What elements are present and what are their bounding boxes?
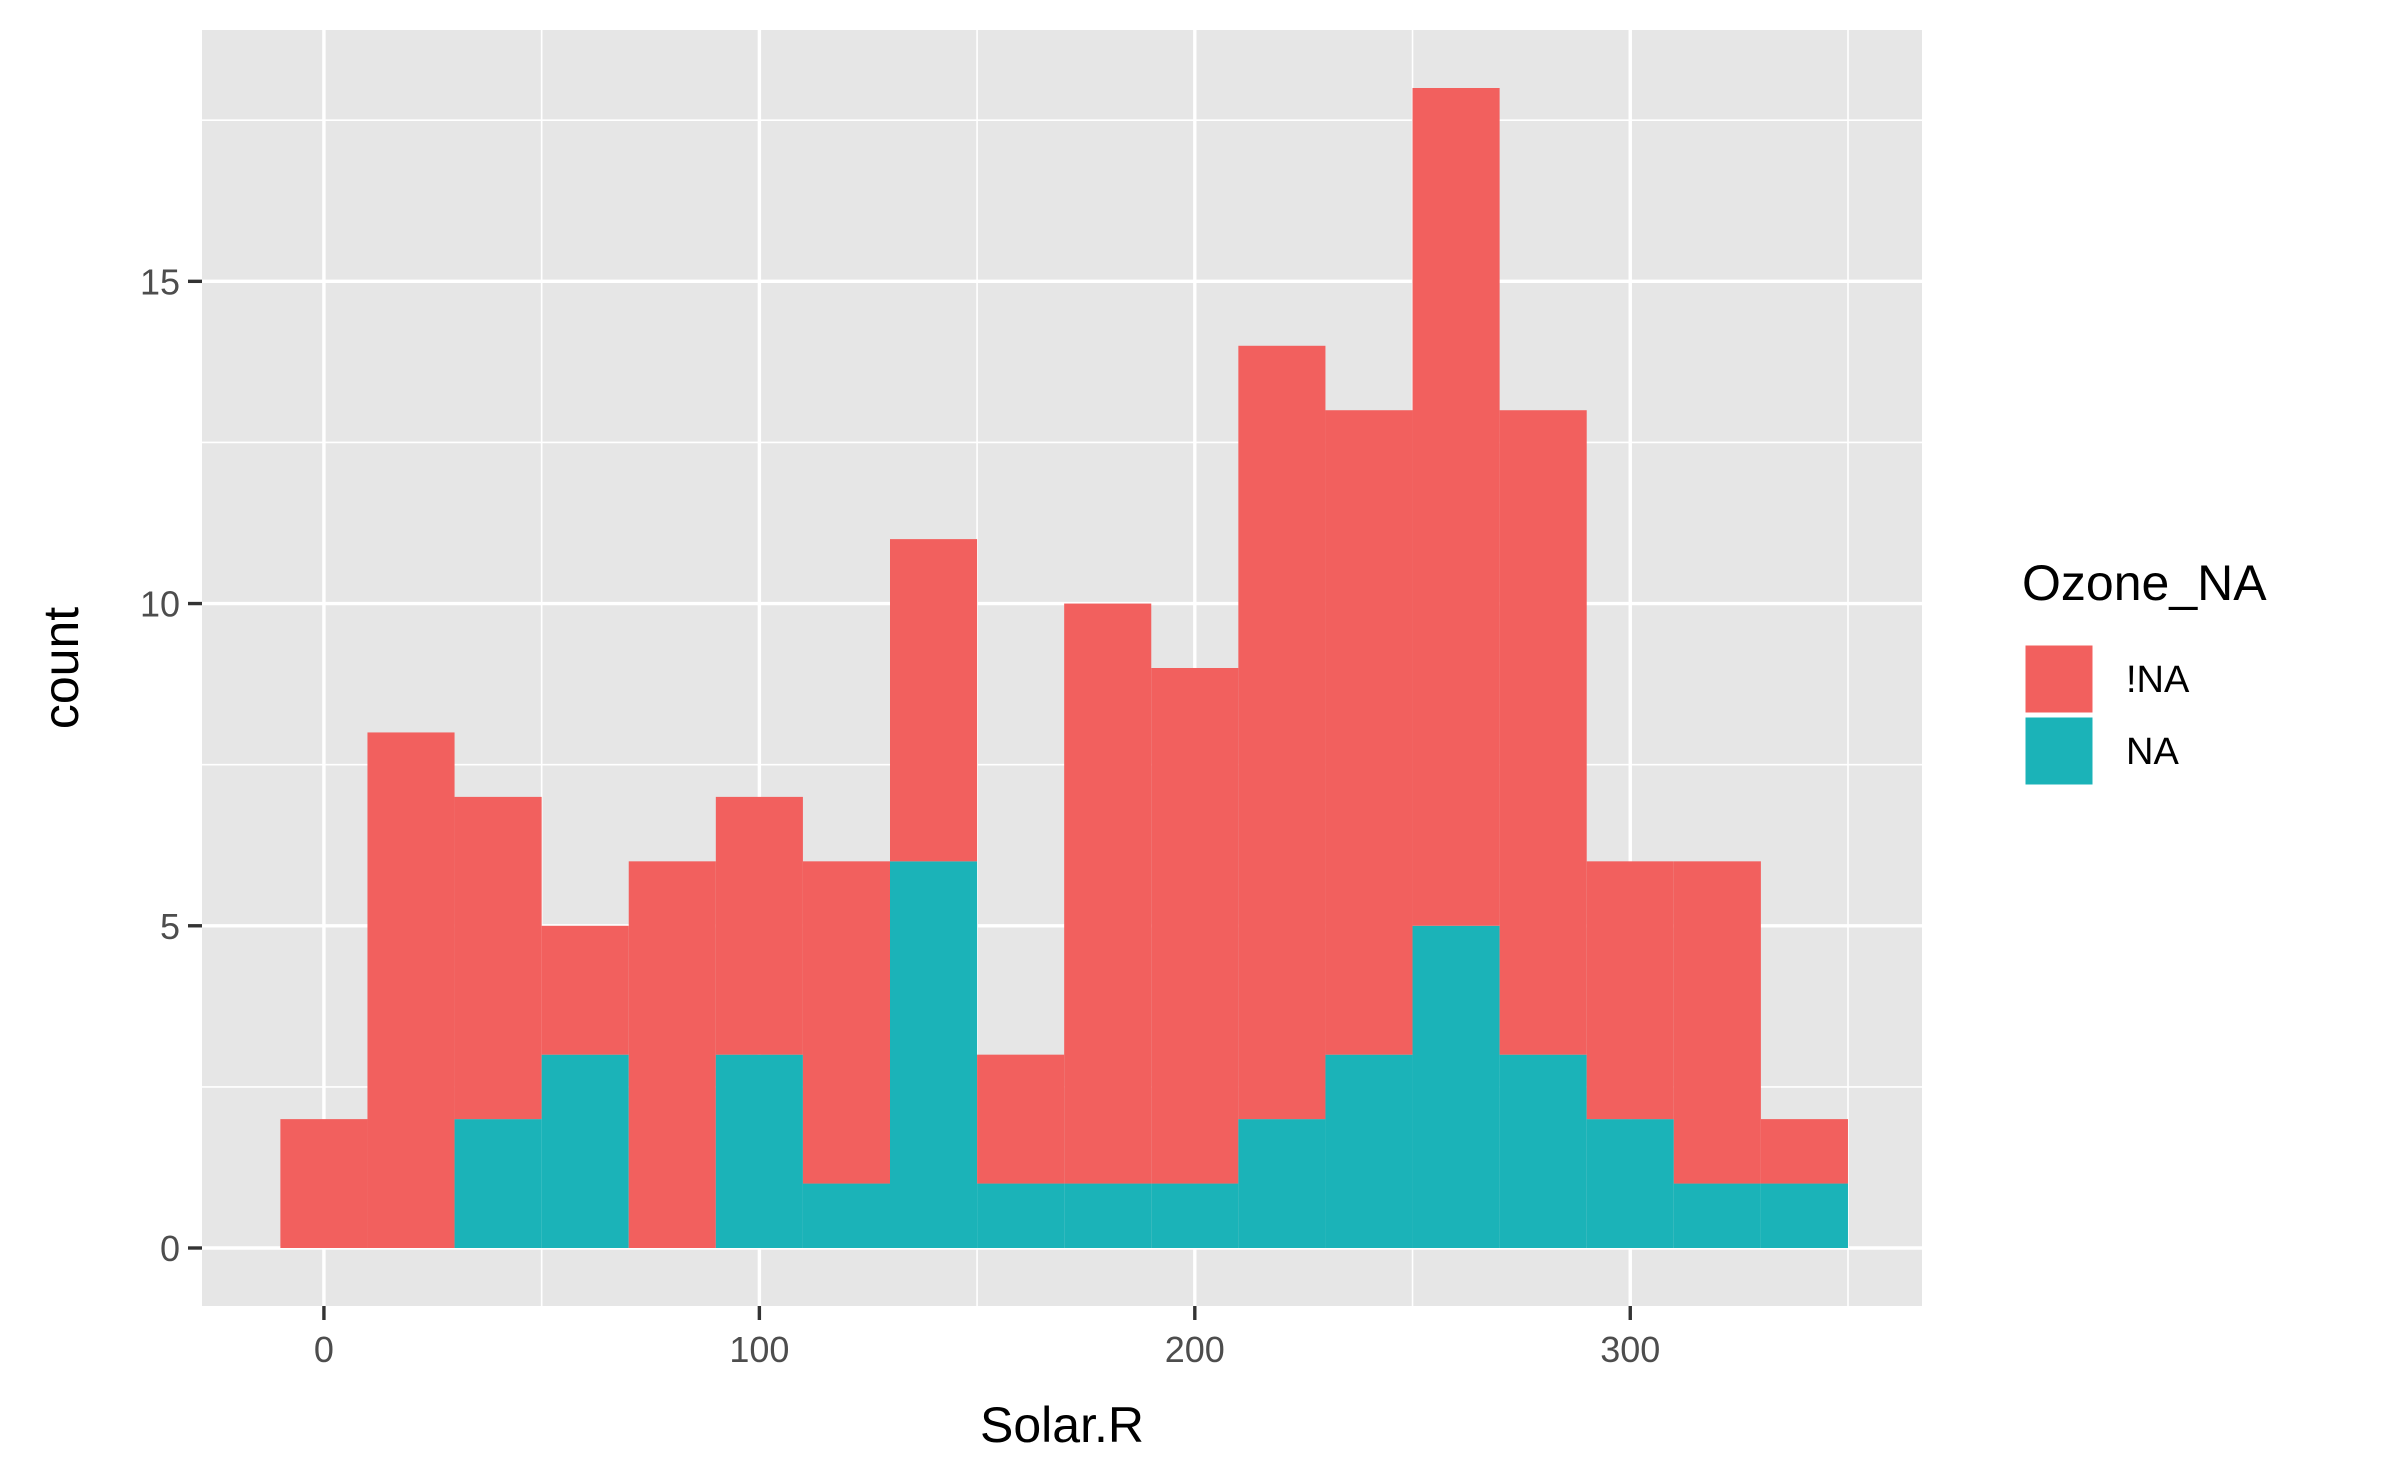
bar-na-bin-17 (1760, 1183, 1848, 1248)
legend-key-notna (2022, 642, 2096, 716)
x-tick-label-100: 100 (729, 1329, 789, 1370)
bar-notna-bin-1 (367, 732, 455, 1248)
bar-na-bin-2 (454, 1119, 542, 1248)
bar-notna-bin-15 (1586, 861, 1674, 1120)
legend-item-na: NA (2022, 714, 2179, 788)
y-tick-label-15: 15 (140, 261, 180, 302)
bar-na-bin-12 (1325, 1054, 1413, 1248)
y-axis-title: count (33, 607, 89, 729)
bars (280, 88, 1848, 1248)
bar-notna-bin-11 (1238, 345, 1326, 1120)
x-axis-title: Solar.R (980, 1397, 1144, 1453)
legend-label-notna: !NA (2126, 659, 2190, 701)
bar-na-bin-15 (1586, 1119, 1674, 1248)
legend: Ozone_NA !NA NA (2022, 555, 2267, 788)
y-tick-label-5: 5 (160, 906, 180, 947)
bar-na-bin-10 (1151, 1183, 1239, 1248)
bar-na-bin-14 (1499, 1054, 1587, 1248)
bar-na-bin-3 (541, 1054, 629, 1248)
bar-na-bin-8 (977, 1183, 1065, 1248)
bar-notna-bin-4 (628, 861, 716, 1248)
legend-key-na (2022, 714, 2096, 788)
bar-notna-bin-3 (541, 925, 629, 1055)
bar-notna-bin-8 (977, 1054, 1065, 1184)
x-axis: 0 100 200 300 (314, 1306, 1660, 1370)
bar-na-bin-6 (802, 1183, 890, 1248)
bar-notna-bin-10 (1151, 668, 1239, 1184)
bar-notna-bin-13 (1412, 88, 1500, 926)
bar-notna-bin-0 (280, 1119, 368, 1248)
bar-notna-bin-6 (802, 861, 890, 1184)
bar-notna-bin-2 (454, 796, 542, 1120)
y-tick-label-10: 10 (140, 584, 180, 625)
legend-title: Ozone_NA (2022, 555, 2267, 611)
bar-na-bin-13 (1412, 925, 1500, 1248)
bar-notna-bin-9 (1064, 603, 1152, 1184)
bar-na-bin-9 (1064, 1183, 1152, 1248)
bar-notna-bin-7 (890, 539, 978, 862)
x-tick-label-0: 0 (314, 1329, 334, 1370)
bar-notna-bin-16 (1673, 861, 1761, 1184)
bar-na-bin-16 (1673, 1183, 1761, 1248)
bar-notna-bin-17 (1760, 1119, 1848, 1184)
bar-na-bin-11 (1238, 1119, 1326, 1248)
bar-na-bin-5 (715, 1054, 803, 1248)
legend-label-na: NA (2126, 731, 2179, 773)
y-axis: 0 5 10 15 (140, 261, 202, 1269)
x-tick-label-300: 300 (1600, 1329, 1660, 1370)
y-tick-label-0: 0 (160, 1228, 180, 1269)
bar-notna-bin-14 (1499, 410, 1587, 1055)
x-tick-label-200: 200 (1165, 1329, 1225, 1370)
legend-item-notna: !NA (2022, 642, 2190, 716)
bar-na-bin-7 (890, 861, 978, 1248)
bar-notna-bin-12 (1325, 410, 1413, 1055)
bar-notna-bin-5 (715, 796, 803, 1055)
